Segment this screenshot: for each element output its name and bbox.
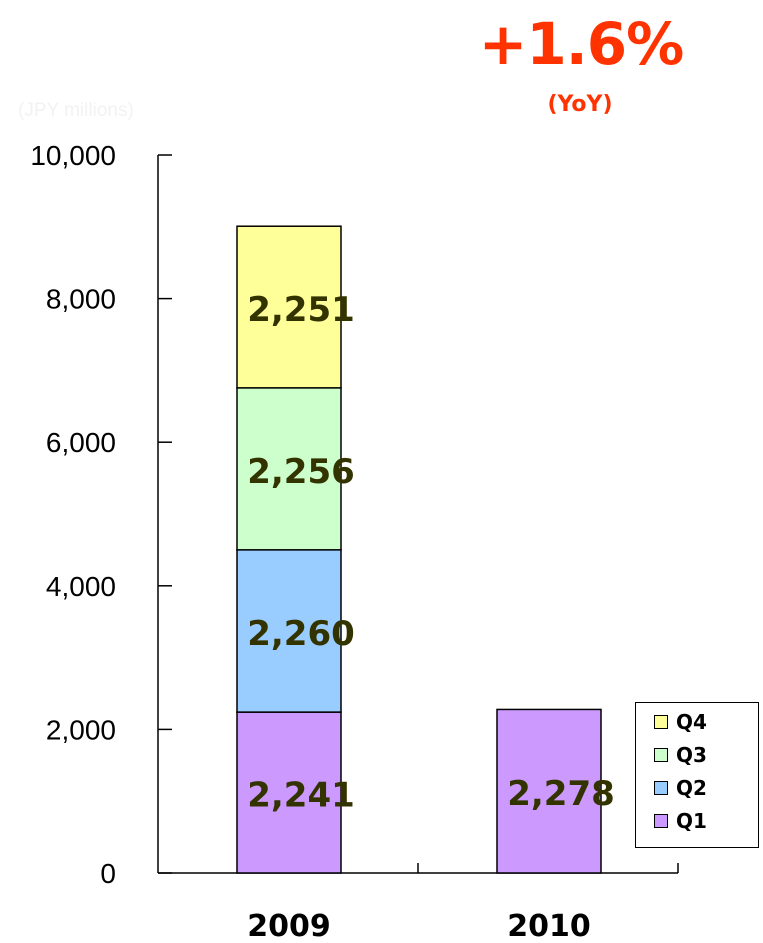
legend-label: Q2 bbox=[676, 776, 707, 800]
yoy-growth-label: (YoY) bbox=[547, 92, 613, 117]
x-tick-label: 2009 bbox=[247, 909, 331, 943]
legend-label: Q1 bbox=[676, 809, 707, 833]
yoy-growth-value: +1.6% bbox=[478, 10, 684, 78]
y-tick-label: 6,000 bbox=[46, 427, 116, 458]
y-tick-label: 0 bbox=[100, 858, 116, 889]
data-label: 2,241 bbox=[247, 776, 355, 816]
data-label: 2,260 bbox=[247, 614, 355, 654]
legend-swatch bbox=[654, 781, 668, 795]
bar-q2-2009 bbox=[236, 549, 342, 713]
data-label: 2,256 bbox=[247, 452, 355, 492]
legend-item-q2: Q2 bbox=[654, 776, 707, 800]
legend-swatch bbox=[654, 748, 668, 762]
bar-q4-2009 bbox=[236, 225, 342, 389]
y-tick-label: 8,000 bbox=[46, 284, 116, 315]
unit-label: (JPY millions) bbox=[18, 100, 134, 121]
bar-q3-2009 bbox=[236, 387, 342, 551]
legend-label: Q4 bbox=[676, 710, 707, 734]
legend: Q4 Q3 Q2 Q1 bbox=[635, 702, 759, 848]
legend-label: Q3 bbox=[676, 743, 707, 767]
legend-item-q4: Q4 bbox=[654, 710, 707, 734]
bar-q1-2010 bbox=[496, 708, 602, 874]
legend-swatch bbox=[654, 814, 668, 828]
legend-item-q3: Q3 bbox=[654, 743, 707, 767]
y-tick-label: 4,000 bbox=[46, 571, 116, 602]
y-tick-label: 2,000 bbox=[46, 714, 116, 745]
x-tick-label: 2010 bbox=[507, 909, 591, 943]
legend-swatch bbox=[654, 715, 668, 729]
data-label: 2,278 bbox=[507, 774, 615, 814]
legend-item-q1: Q1 bbox=[654, 809, 707, 833]
data-label: 2,251 bbox=[247, 290, 355, 330]
bar-q1-2009 bbox=[236, 711, 342, 874]
y-tick-label: 10,000 bbox=[30, 140, 116, 171]
